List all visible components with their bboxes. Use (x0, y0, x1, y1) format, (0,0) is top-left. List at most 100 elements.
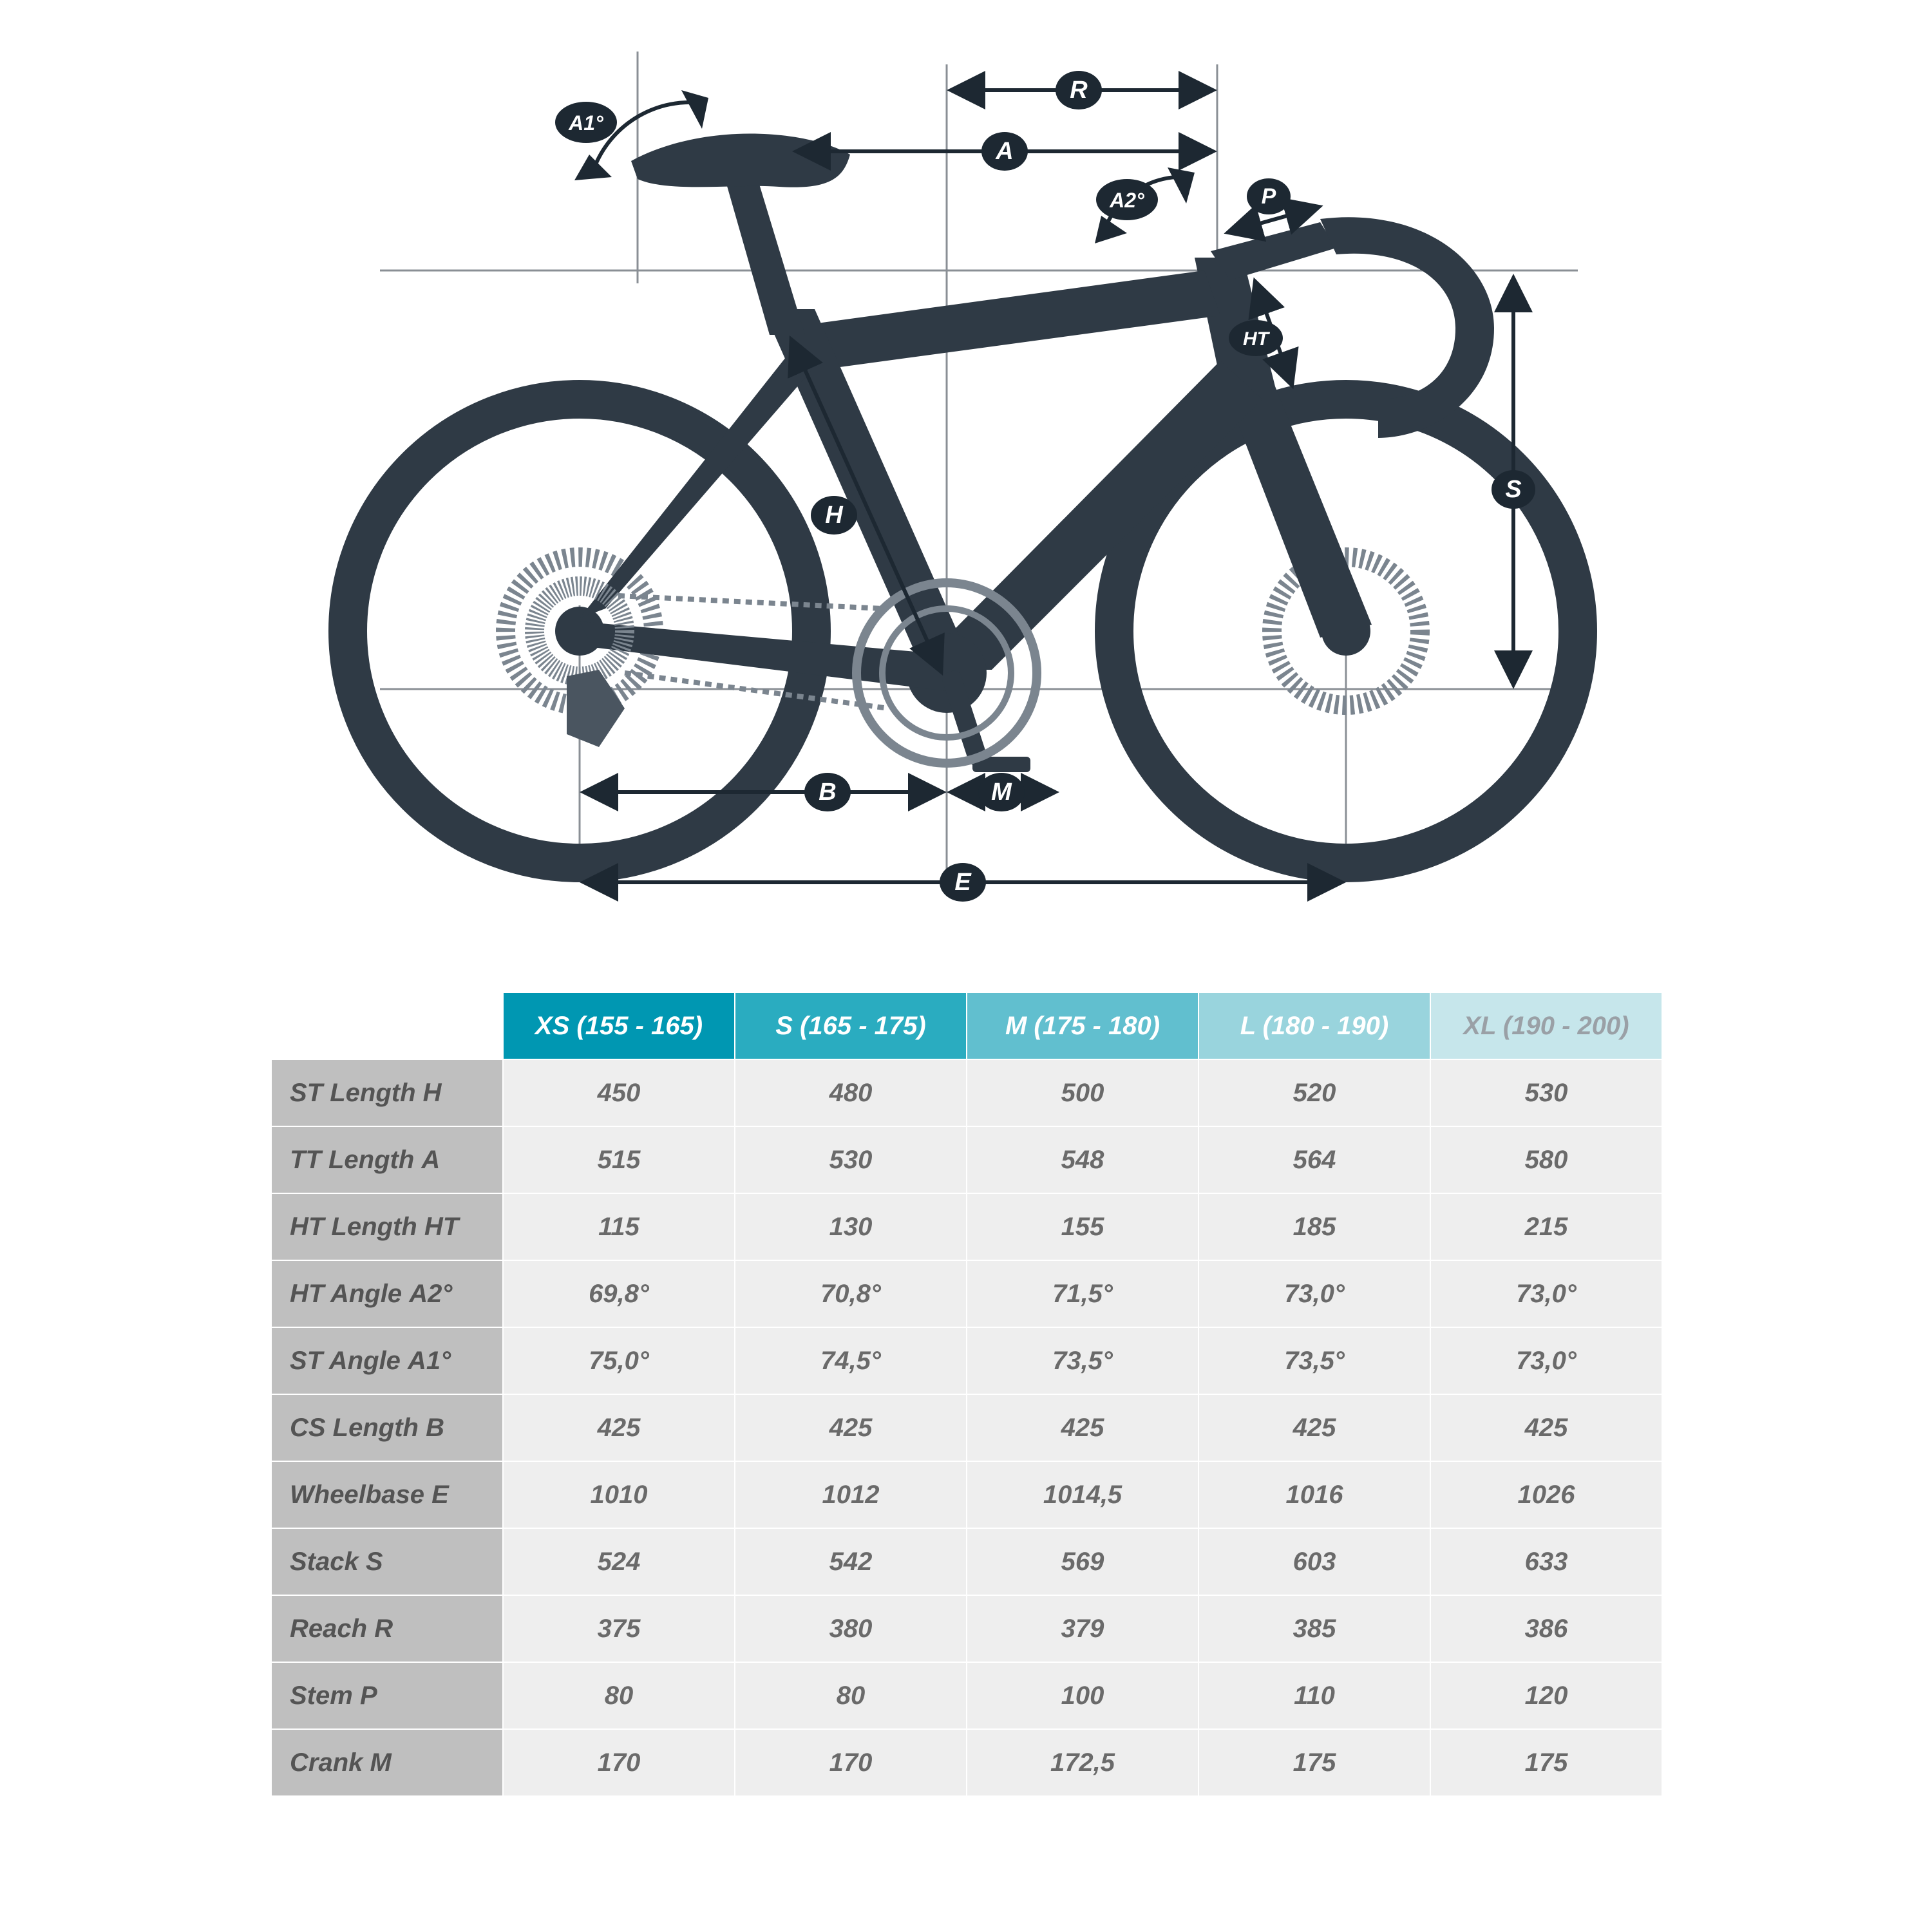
geometry-cell: 379 (967, 1595, 1198, 1662)
geometry-cell: 425 (967, 1394, 1198, 1461)
geometry-cell: 71,5° (967, 1260, 1198, 1327)
geometry-cell: 1016 (1198, 1461, 1430, 1528)
geometry-cell: 385 (1198, 1595, 1430, 1662)
geometry-cell: 130 (735, 1193, 967, 1260)
geometry-cell: 564 (1198, 1126, 1430, 1193)
geometry-cell: 530 (1430, 1059, 1662, 1126)
geometry-cell: 110 (1198, 1662, 1430, 1729)
geometry-cell: 100 (967, 1662, 1198, 1729)
row-label: ST Length (290, 1079, 416, 1107)
svg-text:H: H (825, 502, 844, 529)
row-code: HT (424, 1213, 459, 1241)
row-label: TT Length (290, 1146, 414, 1174)
row-label: Wheelbase (290, 1481, 424, 1509)
geometry-cell: 548 (967, 1126, 1198, 1193)
geometry-cell: 450 (503, 1059, 735, 1126)
geometry-cell: 73,5° (1198, 1327, 1430, 1394)
size-header: L (180 - 190) (1198, 992, 1430, 1059)
table-header-row: XS (155 - 165)S (165 - 175)M (175 - 180)… (271, 992, 1662, 1059)
geometry-cell: 73,5° (967, 1327, 1198, 1394)
geometry-cell: 603 (1198, 1528, 1430, 1595)
row-header: ST Angle A1° (271, 1327, 503, 1394)
dim-a1: A1° (555, 102, 617, 143)
row-code: S (366, 1548, 383, 1576)
geometry-cell: 80 (503, 1662, 735, 1729)
dim-s: S (1492, 470, 1535, 509)
bike-geometry-diagram: R A A1° A2° P (290, 26, 1642, 927)
row-header: HT Length HT (271, 1193, 503, 1260)
geometry-cell: 75,0° (503, 1327, 735, 1394)
geometry-cell: 69,8° (503, 1260, 735, 1327)
geometry-cell: 175 (1198, 1729, 1430, 1796)
row-code: A1° (408, 1347, 451, 1375)
row-header: ST Length H (271, 1059, 503, 1126)
svg-text:P: P (1262, 184, 1276, 209)
dim-a2: A2° (1096, 179, 1158, 220)
geometry-cell: 170 (503, 1729, 735, 1796)
geometry-table: XS (155 - 165)S (165 - 175)M (175 - 180)… (270, 992, 1663, 1797)
row-code: R (374, 1615, 393, 1643)
geometry-cell: 425 (1198, 1394, 1430, 1461)
size-header: XL (190 - 200) (1430, 992, 1662, 1059)
row-label: HT Angle (290, 1280, 402, 1308)
table-row: ST Angle A1°75,0°74,5°73,5°73,5°73,0° (271, 1327, 1662, 1394)
size-header: XS (155 - 165) (503, 992, 735, 1059)
geometry-cell: 1010 (503, 1461, 735, 1528)
row-header: HT Angle A2° (271, 1260, 503, 1327)
row-header: Reach R (271, 1595, 503, 1662)
row-code: E (431, 1481, 449, 1509)
row-label: Reach (290, 1615, 367, 1643)
geometry-cell: 520 (1198, 1059, 1430, 1126)
row-header: Stem P (271, 1662, 503, 1729)
geometry-cell: 569 (967, 1528, 1198, 1595)
geometry-cell: 80 (735, 1662, 967, 1729)
row-code: H (423, 1079, 442, 1107)
geometry-cell: 530 (735, 1126, 967, 1193)
row-header: Wheelbase E (271, 1461, 503, 1528)
geometry-cell: 580 (1430, 1126, 1662, 1193)
geometry-cell: 73,0° (1430, 1260, 1662, 1327)
bike-silhouette (348, 134, 1578, 864)
table-row: TT Length A 515530548564580 (271, 1126, 1662, 1193)
geometry-cell: 500 (967, 1059, 1198, 1126)
row-header: Crank M (271, 1729, 503, 1796)
geometry-cell: 170 (735, 1729, 967, 1796)
geometry-cell: 515 (503, 1126, 735, 1193)
svg-text:HT: HT (1243, 328, 1271, 350)
row-label: CS Length (290, 1414, 419, 1442)
table-row: Wheelbase E101010121014,510161026 (271, 1461, 1662, 1528)
geometry-cell: 375 (503, 1595, 735, 1662)
size-header: M (175 - 180) (967, 992, 1198, 1059)
row-label: Crank (290, 1748, 363, 1777)
geometry-cell: 633 (1430, 1528, 1662, 1595)
svg-text:E: E (954, 869, 972, 896)
row-code: A (421, 1146, 440, 1174)
geometry-cell: 73,0° (1198, 1260, 1430, 1327)
geometry-cell: 172,5 (967, 1729, 1198, 1796)
row-code: P (360, 1681, 377, 1710)
svg-text:A1°: A1° (568, 111, 603, 135)
geometry-cell: 115 (503, 1193, 735, 1260)
geometry-cell: 215 (1430, 1193, 1662, 1260)
svg-text:A: A (995, 138, 1013, 165)
svg-text:S: S (1505, 476, 1521, 503)
geometry-cell: 524 (503, 1528, 735, 1595)
row-label: Stack (290, 1548, 359, 1576)
dim-a: A (981, 132, 1028, 171)
table-row: HT Length HT115130155185215 (271, 1193, 1662, 1260)
geometry-cell: 1012 (735, 1461, 967, 1528)
dim-m: M (978, 773, 1025, 811)
table-row: Stem P8080100110120 (271, 1662, 1662, 1729)
dim-ht: HT (1229, 320, 1283, 356)
geometry-cell: 425 (1430, 1394, 1662, 1461)
row-code: B (426, 1414, 444, 1442)
table-row: Crank M170170172,5175175 (271, 1729, 1662, 1796)
row-label: HT Length (290, 1213, 417, 1241)
dim-p: P (1247, 178, 1291, 214)
geometry-cell: 480 (735, 1059, 967, 1126)
dim-r: R (1056, 71, 1102, 109)
geometry-cell: 70,8° (735, 1260, 967, 1327)
table-row: HT Angle A2°69,8°70,8°71,5°73,0°73,0° (271, 1260, 1662, 1327)
table-corner (271, 992, 503, 1059)
svg-text:M: M (991, 779, 1012, 806)
